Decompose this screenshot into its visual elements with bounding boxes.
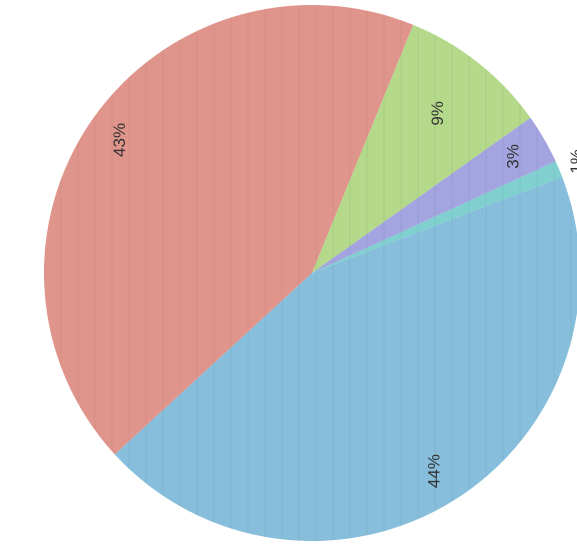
slice-label-1-percent: 1% bbox=[567, 149, 577, 174]
pie-slice-9-percent bbox=[312, 24, 531, 273]
pie-slice-3-percent bbox=[312, 117, 556, 273]
pie-slices bbox=[44, 4, 577, 541]
slice-label-9-percent: 9% bbox=[428, 101, 447, 126]
pie-slice-43-percent bbox=[44, 4, 414, 455]
pie-slice-1-percent bbox=[312, 161, 563, 273]
pie-slice-44-percent bbox=[114, 176, 577, 541]
slice-label-43-percent: 43% bbox=[110, 123, 129, 157]
slice-labels: 44% 43% 9% 3% 1% bbox=[110, 101, 577, 488]
slice-label-3-percent: 3% bbox=[503, 144, 522, 169]
slice-label-44-percent: 44% bbox=[424, 454, 443, 488]
scan-texture bbox=[44, 5, 572, 541]
